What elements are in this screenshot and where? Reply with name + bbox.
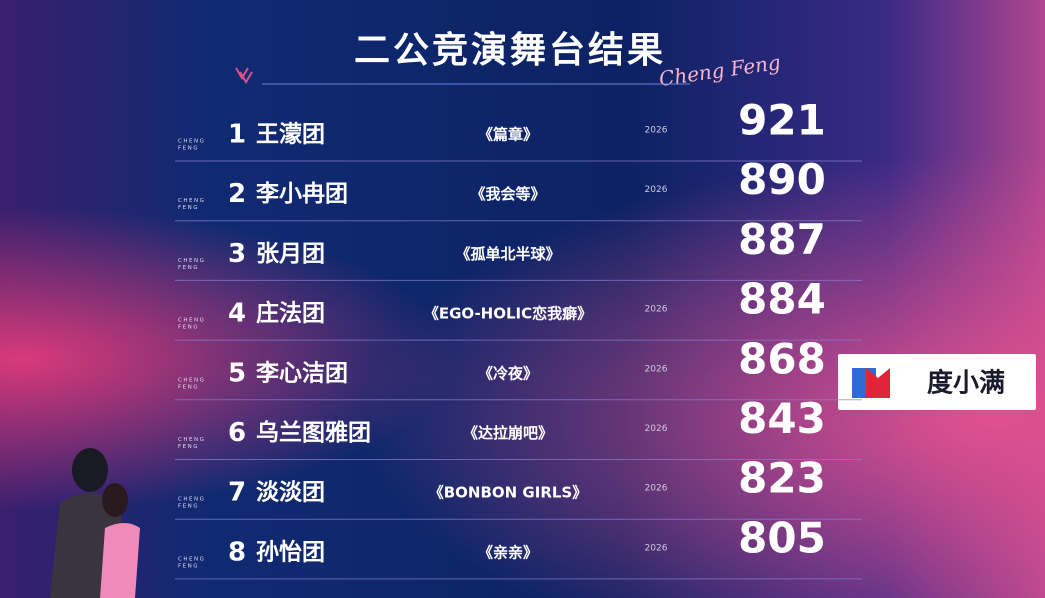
row-tag: CHENG <box>178 198 205 204</box>
score: 921 <box>738 96 826 145</box>
rank: 3 <box>228 239 246 269</box>
row-tag: FENG <box>178 384 199 390</box>
team-name: 李心洁团 <box>256 360 348 386</box>
host-head <box>72 448 108 492</box>
year: 2026 <box>645 185 668 195</box>
rank: 8 <box>228 537 246 567</box>
song-title: 《冷夜》 <box>478 364 538 382</box>
rank: 6 <box>228 418 246 448</box>
row-tag: FENG <box>178 205 199 211</box>
song-title: 《BONBON GIRLS》 <box>429 484 588 502</box>
row-tag: FENG <box>178 146 199 152</box>
host-head <box>102 483 128 517</box>
year: 2026 <box>645 126 668 136</box>
row-tag: CHENG <box>178 437 205 443</box>
row-tag: FENG <box>178 325 199 331</box>
host-body <box>100 523 140 598</box>
year: 2026 <box>645 543 668 553</box>
row-tag: FENG <box>178 563 199 569</box>
team-name: 王濛团 <box>256 121 325 148</box>
score: 887 <box>738 215 826 264</box>
rank: 7 <box>228 478 246 508</box>
row-tag: FENG <box>178 444 199 450</box>
song-title: 《孤单北半球》 <box>455 245 560 263</box>
score: 805 <box>738 513 826 562</box>
song-title: 《达拉崩吧》 <box>463 424 553 442</box>
rank: 1 <box>228 120 246 150</box>
signature: Cheng Feng <box>658 50 783 91</box>
team-name: 孙怡团 <box>256 538 325 565</box>
song-title: 《EGO-HOLIC恋我癖》 <box>424 305 592 323</box>
team-name: 乌兰图雅团 <box>256 419 371 446</box>
team-name: 淡淡团 <box>256 480 325 506</box>
score: 890 <box>738 155 826 204</box>
row-tag: CHENG <box>178 497 205 503</box>
rank: 2 <box>228 179 246 209</box>
row-tag: CHENG <box>178 139 205 145</box>
year: 2026 <box>645 364 668 374</box>
title: 二公竞演舞台结果 <box>354 30 666 71</box>
year: 2026 <box>645 305 668 315</box>
score: 843 <box>738 394 826 443</box>
team-name: 庄法团 <box>256 300 325 327</box>
song-title: 《我会等》 <box>470 185 545 203</box>
row-tag: CHENG <box>178 258 205 264</box>
team-name: 李小冉团 <box>256 181 348 207</box>
logo-text: 度小满 <box>927 368 1005 399</box>
logo-icon-red <box>866 368 890 398</box>
hosts <box>50 448 140 598</box>
score: 823 <box>738 454 826 503</box>
row-tag: CHENG <box>178 377 205 383</box>
score: 884 <box>738 275 826 324</box>
rank: 4 <box>228 299 246 329</box>
year: 2026 <box>645 424 668 434</box>
sponsor-logo: 度小满 <box>838 354 1036 410</box>
year: 2026 <box>645 484 668 494</box>
song-title: 《亲亲》 <box>478 543 538 561</box>
row-tag: FENG <box>178 504 199 510</box>
song-title: 《篇章》 <box>478 126 538 144</box>
team-name: 张月团 <box>256 241 325 267</box>
row-tag: CHENG <box>178 556 205 562</box>
row-tag: CHENG <box>178 318 205 324</box>
row-tag: FENG <box>178 265 199 271</box>
rank: 5 <box>228 358 246 388</box>
score: 868 <box>738 334 826 383</box>
deco-icon <box>235 67 253 84</box>
